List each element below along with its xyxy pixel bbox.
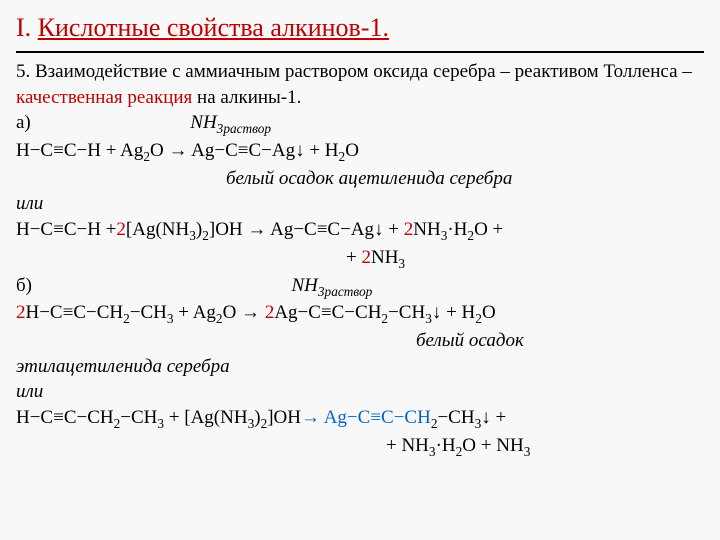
equation-4: H−C≡C−CH2−CH3 + [Ag(NH3)2]OH→ Ag−C≡C−CH2…: [16, 405, 704, 433]
eq2-8: ·H: [447, 219, 467, 240]
title-divider: [16, 51, 704, 53]
intro-paragraph: 5. Взаимодействие с аммиачным раствором …: [16, 59, 704, 110]
eq4c-s3: 3: [524, 444, 531, 459]
equation-2: H−C≡C−H +2[Ag(NH3)2]OH → Ag−C≡C−Ag↓ + 2N…: [16, 217, 704, 245]
eq2-5: ]OH → Ag−C≡C−Ag↓ +: [209, 219, 404, 240]
eq2c-c: NH: [371, 247, 398, 268]
a-label: а): [16, 112, 31, 133]
eq3-7: Ag−C≡C−CH: [274, 302, 381, 323]
title-prefix: I.: [16, 13, 38, 42]
eq2-s2: 2: [202, 228, 209, 243]
b-label: б): [16, 275, 32, 296]
intro-num: 5.: [16, 61, 35, 82]
eq4c-1: + NH: [386, 435, 429, 456]
eq3-9: ↓ + H: [432, 302, 475, 323]
eq2-3: [Ag(NH: [126, 219, 189, 240]
eq3-s2: 3: [167, 311, 174, 326]
eq3-s3: 2: [216, 311, 223, 326]
or-1: или: [16, 191, 704, 217]
intro-c: на алкины-1.: [192, 87, 301, 108]
equation-3: 2H−C≡C−CH2−CH3 + Ag2O → 2Ag−C≡C−CH2−CH3↓…: [16, 300, 704, 328]
eq2-s1: 3: [189, 228, 196, 243]
eq3-5: O →: [223, 302, 265, 323]
eq4c-s1: 3: [429, 444, 436, 459]
eq3-2: H−C≡C−CH: [26, 302, 124, 323]
note-1: белый осадок ацетиленида серебра: [16, 166, 704, 192]
intro-b: качественная реакция: [16, 87, 192, 108]
or-2: или: [16, 379, 704, 405]
eq2-6: 2: [404, 219, 414, 240]
eq4-7: −CH: [437, 407, 474, 428]
eq2c-s: 3: [398, 256, 405, 271]
eq4-5: ]OH: [267, 407, 301, 428]
eq4-6: → Ag−C≡C−CH: [301, 407, 431, 428]
reaction-b-header: б) NH3раствор: [16, 273, 704, 301]
eq4-3: + [Ag(NH: [164, 407, 248, 428]
eq3-10: O: [482, 302, 496, 323]
nh3-text: NH: [190, 112, 216, 133]
eq3-6: 2: [265, 302, 275, 323]
eq2-7: NH: [413, 219, 440, 240]
equation-1: H−C≡C−H + Ag2O → Ag−C≡C−Ag↓ + H2O: [16, 138, 704, 166]
nh3-sub: 3раствор: [217, 121, 271, 136]
note-2b: этилацетиленида серебра: [16, 354, 704, 380]
eq3-3: −CH: [130, 302, 167, 323]
reagent-nh3: NH3раствор: [190, 112, 271, 133]
eq3-1: 2: [16, 302, 26, 323]
eq1-l3: O → Ag−C≡C−Ag↓ + H: [150, 140, 339, 161]
reagent-nh3-b: NH3раствор: [292, 275, 373, 296]
eq4-1: H−C≡C−CH: [16, 407, 114, 428]
eq4-8: ↓ +: [481, 407, 506, 428]
eq3-4: + Ag: [174, 302, 216, 323]
equation-2-cont: + 2NH3: [16, 245, 704, 273]
eq2-2: 2: [116, 219, 126, 240]
reaction-a-header: а) NH3раствор: [16, 110, 704, 138]
eq2c-b: 2: [361, 247, 371, 268]
eq3-s5: 3: [425, 311, 432, 326]
eq1-l1: H−C≡C−H: [16, 140, 101, 161]
eq1-s2: 2: [143, 149, 150, 164]
nh3b-text: NH: [292, 275, 318, 296]
equation-4-cont: + NH3·H2O + NH3: [16, 433, 704, 461]
nh3b-sub: 3раствор: [318, 283, 372, 298]
eq4c-3: O + NH: [462, 435, 523, 456]
eq2c-a: +: [346, 247, 361, 268]
eq4c-2: ·H: [436, 435, 456, 456]
eq2-1: H−C≡C−H +: [16, 219, 116, 240]
title-main: Кислотные свойства алкинов-1.: [38, 13, 389, 42]
eq2-9: O +: [474, 219, 503, 240]
eq1-l4: O: [345, 140, 359, 161]
eq1-l2: + Ag: [101, 140, 143, 161]
intro-a: Взаимодействие с аммиачным раствором окс…: [35, 61, 692, 82]
eq3-s6: 2: [475, 311, 482, 326]
eq3-s1: 2: [123, 311, 130, 326]
slide-title: I. Кислотные свойства алкинов-1.: [16, 10, 704, 47]
eq3-8: −CH: [388, 302, 425, 323]
eq4-2: −CH: [120, 407, 157, 428]
note-2a: белый осадок: [16, 328, 704, 354]
